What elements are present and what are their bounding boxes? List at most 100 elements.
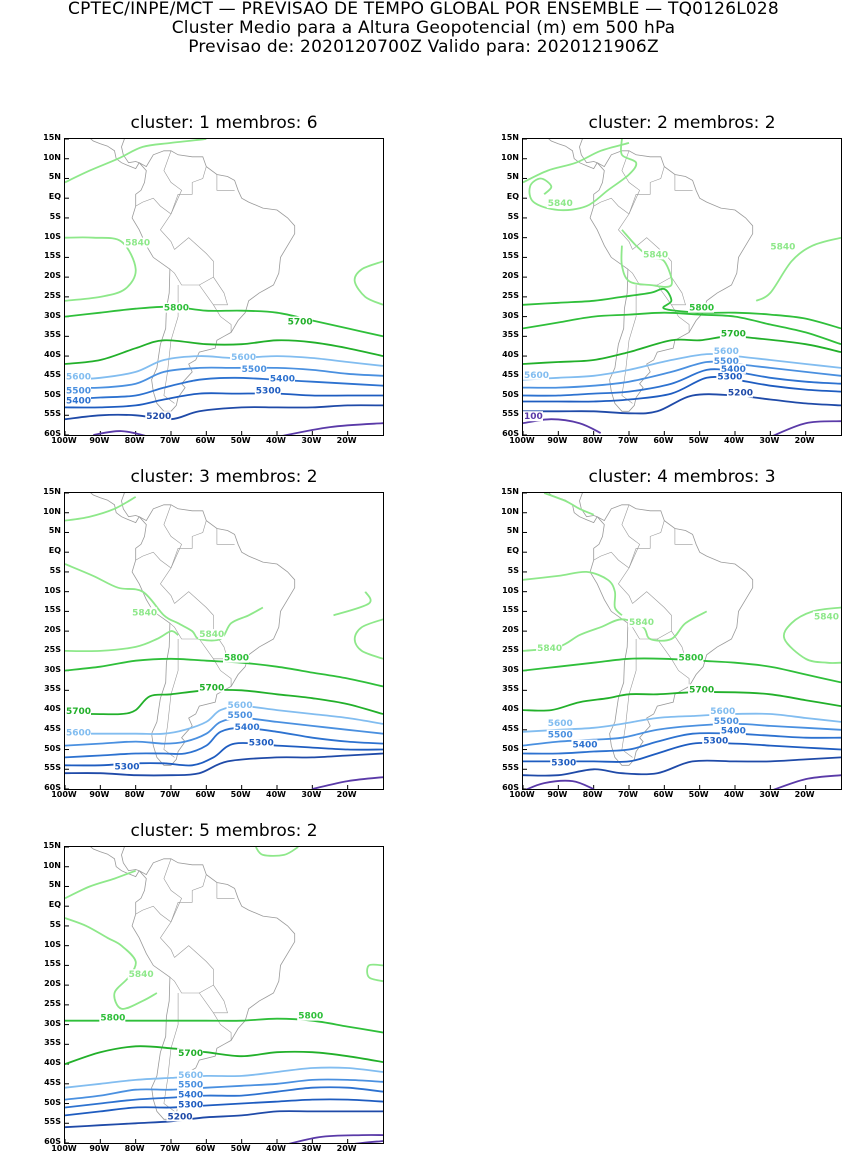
lat-tick-label: 60S — [44, 1137, 61, 1146]
contour-label: 5840 — [643, 250, 668, 260]
lon-tick-label: 20W — [794, 436, 815, 445]
geopotential-contour-5600 — [523, 712, 841, 733]
lat-tick-label: 15N — [43, 841, 61, 850]
contour-label: 5700 — [721, 329, 746, 339]
lat-tick-label: 25S — [44, 644, 61, 654]
contour-label-bg — [688, 302, 715, 313]
contour-label: 5840 — [132, 608, 157, 618]
geopotential-contour-5100 — [354, 1140, 383, 1143]
lon-tick-label: 70W — [618, 436, 638, 445]
geopotential-contour-5500 — [65, 1078, 383, 1101]
contour-label: 5200 — [728, 389, 753, 399]
geopotential-contour-5800 — [523, 311, 841, 346]
contour-label-bg — [677, 652, 704, 663]
contour-label: 5600 — [714, 347, 739, 357]
contour-label-bg — [719, 725, 746, 736]
panel-title-cluster-2: cluster: 2 membros: 2 — [588, 113, 776, 133]
contour-label-bg — [523, 411, 543, 422]
geopotential-contour-5700 — [65, 1045, 383, 1065]
geopotential-contour-5400 — [65, 376, 383, 401]
lat-tick-label: 10S — [44, 231, 61, 241]
contour-label: 5500 — [66, 387, 91, 397]
country-border — [135, 551, 172, 569]
lat-tick-label: 40S — [44, 350, 61, 360]
lat-tick-label: 25S — [502, 290, 519, 300]
contour-label-bg — [226, 709, 253, 720]
contour-label-bg — [813, 611, 839, 622]
lat-tick-label: 60S — [44, 783, 61, 792]
geopotential-contour-5100 — [93, 430, 146, 435]
lat-tick-label: 5S — [507, 565, 519, 575]
lat-tick-label: 10S — [502, 231, 519, 241]
country-border — [216, 882, 235, 899]
lon-tick-label: 20W — [336, 790, 357, 799]
country-border — [621, 504, 640, 569]
contour-label-bg — [268, 373, 295, 384]
lat-tick-label: EQ — [48, 546, 61, 556]
lon-tick-label: 50W — [688, 790, 709, 799]
lon-tick-label: 50W — [230, 1144, 251, 1153]
lat-tick-label: 15S — [44, 959, 61, 969]
country-border — [163, 858, 182, 923]
lat-tick-label: 15N — [43, 487, 61, 496]
geopotential-contour-5200 — [65, 1110, 383, 1129]
lat-tick-label: 5S — [49, 211, 61, 221]
lat-tick-label: 30S — [44, 310, 61, 320]
geopotential-contour-5840 — [353, 618, 383, 660]
country-border — [621, 285, 637, 404]
lat-tick-label: 25S — [44, 998, 61, 1008]
geopotential-contour-5800 — [65, 305, 383, 338]
lon-tick-label: 60W — [653, 436, 674, 445]
country-border — [674, 528, 693, 545]
contour-label-bg — [286, 316, 313, 327]
lat-tick-label: 5N — [506, 172, 519, 182]
geopotential-contour-5600 — [523, 353, 841, 381]
contour-label-bg — [247, 737, 274, 748]
contour-label: 5300 — [703, 737, 728, 747]
contour-label: 5200 — [146, 412, 171, 422]
lon-tick-label: 80W — [582, 790, 603, 799]
geopotential-contour-5840 — [65, 139, 207, 184]
lat-tick-label: 60S — [502, 783, 519, 792]
lon-tick-label: 20W — [336, 436, 357, 445]
geopotential-contour-5100 — [772, 420, 841, 435]
lon-tick-label: 60W — [195, 436, 216, 445]
contour-label-bg — [233, 721, 260, 732]
lat-tick-label: 45S — [44, 723, 61, 733]
lat-tick-label: 15N — [501, 487, 519, 496]
lat-tick-label: 30S — [502, 664, 519, 674]
lon-tick-label: 80W — [124, 436, 145, 445]
geopotential-contour-5700 — [523, 691, 841, 712]
contour-label: 5400 — [270, 375, 295, 385]
geopotential-contour-5300 — [523, 376, 841, 403]
contour-label: 5840 — [129, 970, 154, 980]
geopotential-contour-5100 — [282, 422, 383, 435]
map-panel-cluster-2: 5840 5840 5840 5800 5700 5600 5600 5500 5400 5300… — [522, 138, 842, 436]
contour-label-bg — [113, 761, 140, 772]
contour-label: 5800 — [689, 304, 714, 314]
lat-tick-label: EQ — [506, 546, 519, 556]
contour-label: 100 — [524, 412, 543, 422]
contour-label: 5600 — [524, 371, 549, 381]
geopotential-contour-5700 — [65, 339, 383, 365]
central-america-coastline — [90, 847, 140, 878]
lon-tick-label: 90W — [89, 436, 110, 445]
geopotential-contour-5840 — [333, 591, 372, 617]
contour-label: 5500 — [228, 711, 253, 721]
contour-label-bg — [65, 706, 91, 717]
lat-tick-label: 30S — [44, 1018, 61, 1028]
lon-tick-label: 100W — [51, 436, 77, 445]
lat-tick-label: 5S — [49, 919, 61, 929]
geopotential-contour-5600 — [65, 1066, 383, 1089]
contour-label: 5500 — [714, 357, 739, 367]
contour-label-bg — [198, 682, 225, 693]
contour-label: 5600 — [231, 353, 256, 363]
contour-label: 5840 — [537, 644, 562, 654]
contour-label-bg — [145, 411, 172, 422]
country-border — [627, 591, 672, 640]
contour-label-bg — [546, 717, 573, 728]
lat-tick-label: 25S — [502, 644, 519, 654]
geopotential-contour-5800 — [523, 287, 841, 330]
lat-tick-label: 50S — [502, 743, 519, 753]
